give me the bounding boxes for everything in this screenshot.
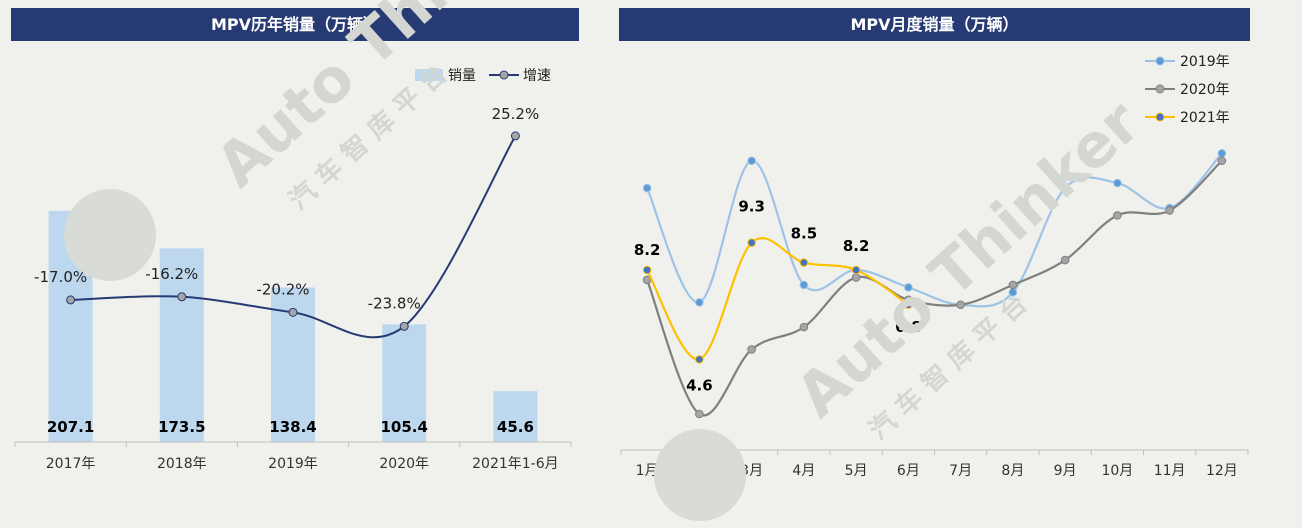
x-tick-label: 2019年 — [268, 456, 318, 472]
x-tick-label: 2月 — [688, 463, 711, 479]
x-tick-label: 2020年 — [379, 456, 429, 472]
series-point — [642, 265, 652, 275]
series-point — [799, 322, 809, 332]
growth-point — [177, 292, 187, 302]
series-point — [1008, 280, 1018, 290]
x-tick-label: 2018年 — [157, 456, 207, 472]
growth-point — [510, 131, 520, 141]
series-point — [1008, 288, 1018, 297]
series-point — [747, 345, 756, 354]
series-point — [747, 238, 756, 247]
series-point — [1113, 178, 1122, 188]
series-point — [799, 258, 809, 267]
bar-value-label: 105.4 — [380, 418, 427, 436]
growth-line — [70, 135, 517, 339]
bar — [48, 210, 93, 442]
legend-bar-label: 销量 — [448, 68, 476, 84]
legend-label: 2021年 — [1180, 110, 1230, 126]
x-tick-label: 9月 — [1054, 463, 1077, 479]
left-chart-title: MPV历年销量（万辆） — [11, 8, 579, 41]
series-value-label: 6.8 — [895, 318, 922, 336]
series-point — [747, 156, 756, 166]
legend-marker — [1155, 56, 1165, 66]
series-value-label: 9.3 — [738, 198, 765, 216]
bar — [493, 391, 538, 442]
x-tick-label: 4月 — [792, 463, 815, 479]
x-tick-label: 2017年 — [46, 456, 96, 472]
series-point — [904, 283, 913, 292]
series-point — [695, 297, 704, 307]
series-value-label: 8.2 — [634, 241, 661, 259]
series-point — [904, 300, 913, 310]
series-point — [695, 409, 704, 419]
growth-value-label: -17.0% — [34, 268, 87, 286]
series-value-label: 8.2 — [843, 237, 870, 255]
series-point — [799, 280, 809, 290]
x-tick-label: 2021年1-6月 — [472, 456, 559, 472]
x-tick-label: 7月 — [949, 463, 972, 479]
growth-point — [288, 307, 298, 317]
annual-sales-chart: 207.1 173.5 138.4 105.4 45.6 2017年 2018年 2019年 2… — [14, 68, 572, 472]
legend-bar-swatch — [415, 69, 443, 81]
growth-value-label: -16.2% — [145, 265, 198, 283]
legend-line-marker — [499, 70, 509, 80]
legend-label: 2019年 — [1180, 54, 1230, 70]
bar-value-label: 207.1 — [47, 418, 94, 436]
bar-value-label: 138.4 — [269, 418, 316, 436]
series-value-label: 4.6 — [686, 376, 713, 394]
legend-marker — [1155, 84, 1165, 94]
series-point — [1113, 211, 1122, 220]
series-point — [642, 183, 652, 193]
right-chart-title: MPV月度销量（万辆） — [619, 8, 1250, 41]
growth-value-label: -23.8% — [368, 294, 421, 312]
x-tick-label: 12月 — [1206, 463, 1238, 479]
bar — [159, 248, 204, 442]
series-point — [1217, 156, 1227, 166]
bar-value-label: 45.6 — [497, 418, 534, 436]
x-tick-label: 8月 — [1001, 463, 1024, 479]
left-chart-panel: MPV历年销量（万辆） 207.1 173.5 138.4 105.4 45.6 2017… — [11, 8, 579, 520]
x-tick-label: 10月 — [1101, 463, 1133, 479]
legend-marker — [1155, 112, 1165, 122]
right-chart-panel: MPV月度销量（万辆） 1月 2月 3月 4月 5月 6月 7月 8月 9月 10月 11月 12月 8… — [619, 8, 1250, 520]
growth-point — [66, 295, 76, 305]
series-point — [851, 265, 861, 275]
x-tick-label: 6月 — [897, 463, 920, 479]
series-point — [956, 300, 965, 310]
x-tick-label: 5月 — [845, 463, 868, 479]
series-value-label: 8.5 — [791, 225, 818, 243]
growth-value-label: -20.2% — [256, 280, 309, 298]
growth-value-label: 25.2% — [492, 105, 540, 123]
series-point — [1060, 255, 1070, 265]
series-line-2021年 — [646, 237, 909, 361]
series-point — [1217, 149, 1227, 158]
legend-label: 2020年 — [1180, 82, 1230, 98]
legend-line-label: 增速 — [523, 68, 551, 84]
series-point — [1165, 206, 1174, 215]
x-tick-label: 1月 — [636, 463, 659, 479]
series-point — [851, 273, 861, 282]
series-point — [1060, 183, 1070, 193]
series-point — [695, 355, 704, 364]
x-tick-label: 11月 — [1154, 463, 1186, 479]
growth-point — [399, 321, 409, 331]
bar — [382, 324, 427, 442]
x-tick-label: 3月 — [740, 463, 763, 479]
monthly-sales-chart: 1月 2月 3月 4月 5月 6月 7月 8月 9月 10月 11月 12月 8.2 4.6 9.3 8.5 8… — [620, 54, 1249, 479]
bar-value-label: 173.5 — [158, 418, 205, 436]
